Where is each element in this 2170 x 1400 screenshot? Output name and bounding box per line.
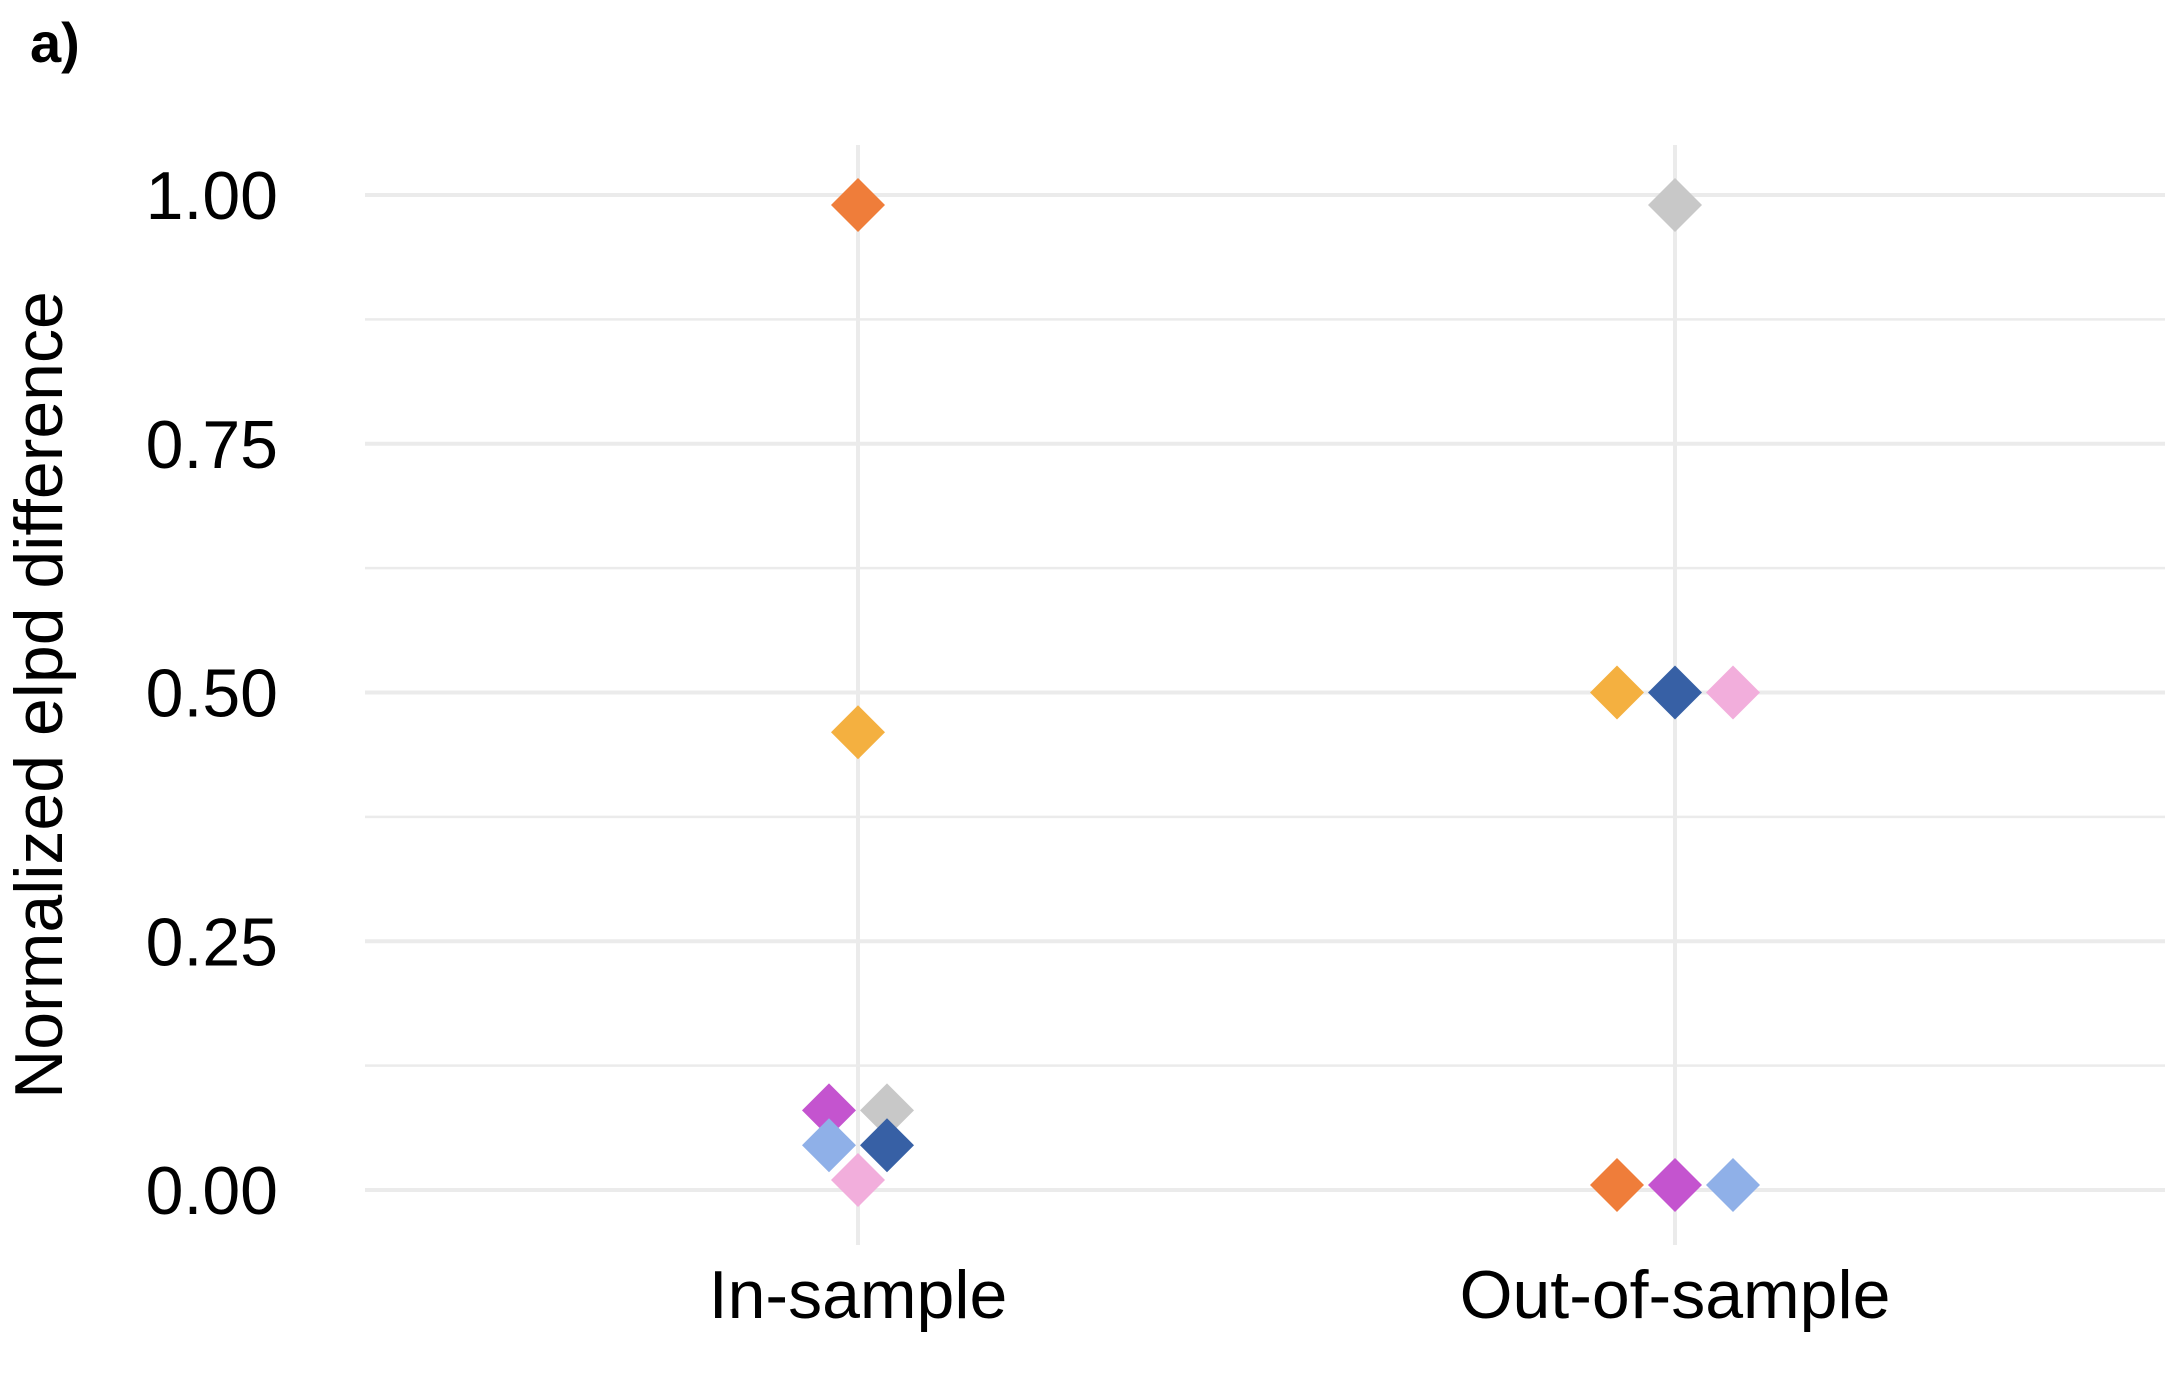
y-tick-labels: 0.00 0.25 0.50 0.75 1.00	[146, 158, 278, 1229]
x-tick-label: In-sample	[709, 1257, 1008, 1333]
diamond-point	[802, 1118, 856, 1173]
diamond-point	[1706, 1158, 1760, 1213]
data-points	[802, 177, 1760, 1213]
x-tick-label: Out-of-sample	[1460, 1257, 1891, 1333]
y-tick-label: 1.00	[146, 158, 278, 234]
diamond-point	[1648, 665, 1702, 720]
diamond-point	[860, 1118, 914, 1173]
diamond-point	[1648, 1158, 1702, 1213]
diamond-point	[860, 1083, 914, 1138]
grid-lines	[365, 145, 2165, 1245]
diamond-point	[1590, 1158, 1644, 1213]
diamond-point	[831, 705, 885, 760]
diamond-point	[802, 1083, 856, 1138]
y-axis-title: Normalized elpd difference	[1, 291, 77, 1099]
diamond-point	[1590, 665, 1644, 720]
diamond-point	[831, 177, 885, 232]
diamond-point	[831, 1153, 885, 1208]
diamond-point	[1706, 665, 1760, 720]
x-tick-labels: In-sample Out-of-sample	[709, 1257, 1891, 1333]
panel-label: a)	[30, 11, 80, 74]
y-tick-label: 0.50	[146, 656, 278, 732]
diamond-point	[1648, 177, 1702, 232]
y-tick-label: 0.25	[146, 904, 278, 980]
y-tick-label: 0.75	[146, 407, 278, 483]
y-tick-label: 0.00	[146, 1153, 278, 1229]
